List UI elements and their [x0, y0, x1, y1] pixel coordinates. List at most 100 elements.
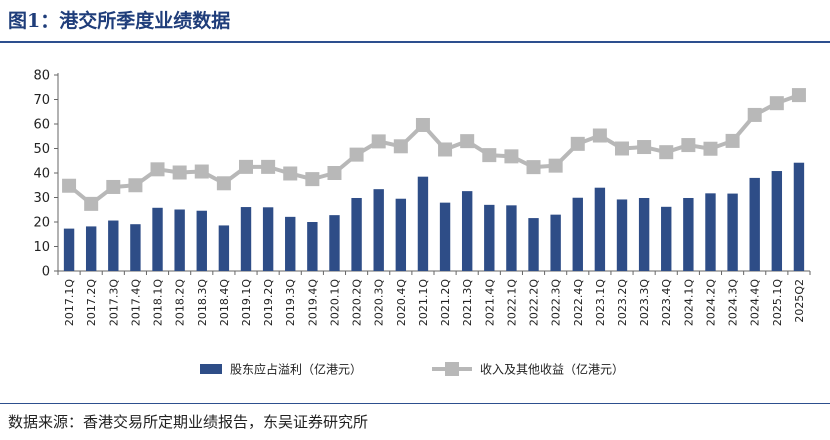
point-2023.3Q — [637, 140, 652, 155]
x-tick-label: 2022.3Q — [550, 279, 563, 326]
x-tick-label: 2021.4Q — [483, 279, 496, 326]
x-tick-label: 2020.1Q — [328, 279, 341, 326]
x-tick-labels: 2017.1Q 2017.2Q 2017.3Q 2017.4Q 2018.1Q 2018.… — [63, 279, 806, 326]
y-tick-label: 20 — [33, 216, 50, 231]
x-tick-label: 2018.3Q — [196, 279, 209, 326]
bar-2021.1Q — [417, 176, 429, 271]
point-2022.3Q — [548, 158, 563, 173]
y-tick-label: 40 — [33, 167, 50, 182]
bar-2024.1Q — [683, 197, 694, 271]
bar-2023.2Q — [616, 199, 628, 271]
source-note: 数据来源：香港交易所定期业绩报告，东吴证券研究所 — [8, 413, 369, 431]
point-2018.3Q — [194, 164, 209, 179]
point-2017.2Q — [84, 196, 99, 211]
point-2022.4Q — [570, 136, 585, 151]
x-tick-label: 2020.4Q — [395, 279, 408, 326]
bar-2019.3Q — [285, 216, 296, 271]
point-2020.3Q — [371, 134, 386, 149]
x-tick-label: 2021.3Q — [461, 279, 474, 326]
bar-2023.1Q — [594, 187, 606, 271]
y-tick-label: 80 — [33, 69, 50, 84]
point-2021.1Q — [415, 117, 430, 132]
bar-2024.3Q — [727, 193, 738, 271]
x-tick-label: 2017.3Q — [107, 279, 120, 326]
top-rule — [0, 41, 830, 43]
point-2023.1Q — [592, 128, 607, 143]
legend-label-line: 收入及其他收益（亿港元） — [480, 362, 624, 377]
legend: 股东应占溢利（亿港元） 收入及其他收益（亿港元） — [200, 362, 624, 377]
bar-2017.1Q — [63, 228, 75, 271]
y-tick-label: 30 — [33, 191, 50, 206]
point-2017.4Q — [128, 178, 143, 193]
x-tick-label: 2024.3Q — [727, 279, 740, 326]
page-title: 图1：港交所季度业绩数据 — [8, 10, 231, 32]
bar-2020.1Q — [329, 215, 340, 271]
bar-2019.2Q — [262, 207, 274, 271]
bar-2018.1Q — [152, 207, 163, 271]
bar-2023.4Q — [661, 206, 672, 271]
x-tick-label: 2020.2Q — [351, 279, 364, 326]
x-tick-label: 2019.2Q — [262, 279, 275, 326]
bar-2018.4Q — [218, 225, 230, 271]
point-2018.4Q — [216, 176, 231, 191]
x-tick-label: 2022.4Q — [572, 279, 585, 326]
point-2024.4Q — [747, 107, 762, 122]
point-2024.3Q — [725, 133, 740, 148]
x-tick-label: 2022.2Q — [528, 279, 541, 326]
bar-2023.3Q — [638, 197, 650, 271]
point-2019.1Q — [239, 159, 253, 174]
bar-2021.2Q — [439, 202, 451, 271]
x-tick-label: 2024.2Q — [704, 279, 717, 326]
x-tick-label: 2023.2Q — [616, 279, 629, 326]
y-tick-label: 60 — [33, 118, 50, 133]
bar-2024.2Q — [705, 193, 716, 271]
bar-2017.2Q — [85, 226, 97, 271]
point-2024.2Q — [703, 141, 718, 156]
x-tick-label: 2023.4Q — [660, 279, 673, 326]
point-2025.1Q — [769, 96, 784, 111]
x-tick-label: 2023.3Q — [638, 279, 651, 326]
bar-2018.3Q — [196, 210, 207, 271]
bar-2021.3Q — [461, 191, 473, 271]
x-tick-label: 2017.4Q — [129, 279, 142, 326]
bar-2022.4Q — [572, 197, 583, 271]
x-tick-label: 2020.3Q — [373, 279, 386, 326]
bar-2025Q2 — [793, 162, 805, 271]
y-tick-label: 0 — [42, 265, 50, 280]
x-tick-label: 2021.2Q — [439, 279, 452, 326]
legend-swatch-marker — [445, 362, 459, 376]
legend-label-bar: 股东应占溢利（亿港元） — [230, 362, 362, 377]
x-tick-label: 2019.1Q — [240, 279, 253, 326]
bar-2021.4Q — [484, 204, 495, 271]
y-tick-label: 70 — [33, 93, 50, 108]
line-series — [62, 88, 806, 211]
x-tick-label: 2025Q2 — [793, 279, 806, 323]
point-2020.4Q — [393, 139, 408, 154]
bar-2022.1Q — [506, 205, 517, 271]
bottom-rule — [0, 403, 830, 404]
bar-2018.2Q — [174, 209, 185, 271]
x-tick-label: 2018.4Q — [218, 279, 231, 326]
bar-2019.1Q — [240, 207, 252, 271]
bar-2020.3Q — [373, 189, 384, 271]
bar-series — [63, 162, 805, 271]
y-tick-label: 50 — [33, 142, 50, 157]
bar-2017.3Q — [108, 220, 119, 271]
revenue-line — [67, 93, 800, 206]
point-2020.1Q — [327, 166, 342, 180]
x-tick-label: 2021.1Q — [417, 279, 430, 326]
point-2021.3Q — [460, 134, 475, 149]
bar-2024.4Q — [749, 177, 760, 271]
point-2019.4Q — [305, 172, 320, 187]
point-2017.3Q — [106, 179, 121, 194]
x-tick-label: 2017.1Q — [63, 279, 76, 326]
bar-2017.4Q — [130, 224, 141, 271]
x-tick-label: 2025.1Q — [771, 279, 784, 326]
point-2018.1Q — [150, 162, 165, 177]
point-2018.2Q — [172, 165, 187, 180]
x-tick-label: 2024.1Q — [682, 279, 695, 326]
bar-2019.4Q — [307, 222, 318, 271]
x-tick-label: 2017.2Q — [85, 279, 98, 326]
point-2024.1Q — [681, 138, 696, 153]
